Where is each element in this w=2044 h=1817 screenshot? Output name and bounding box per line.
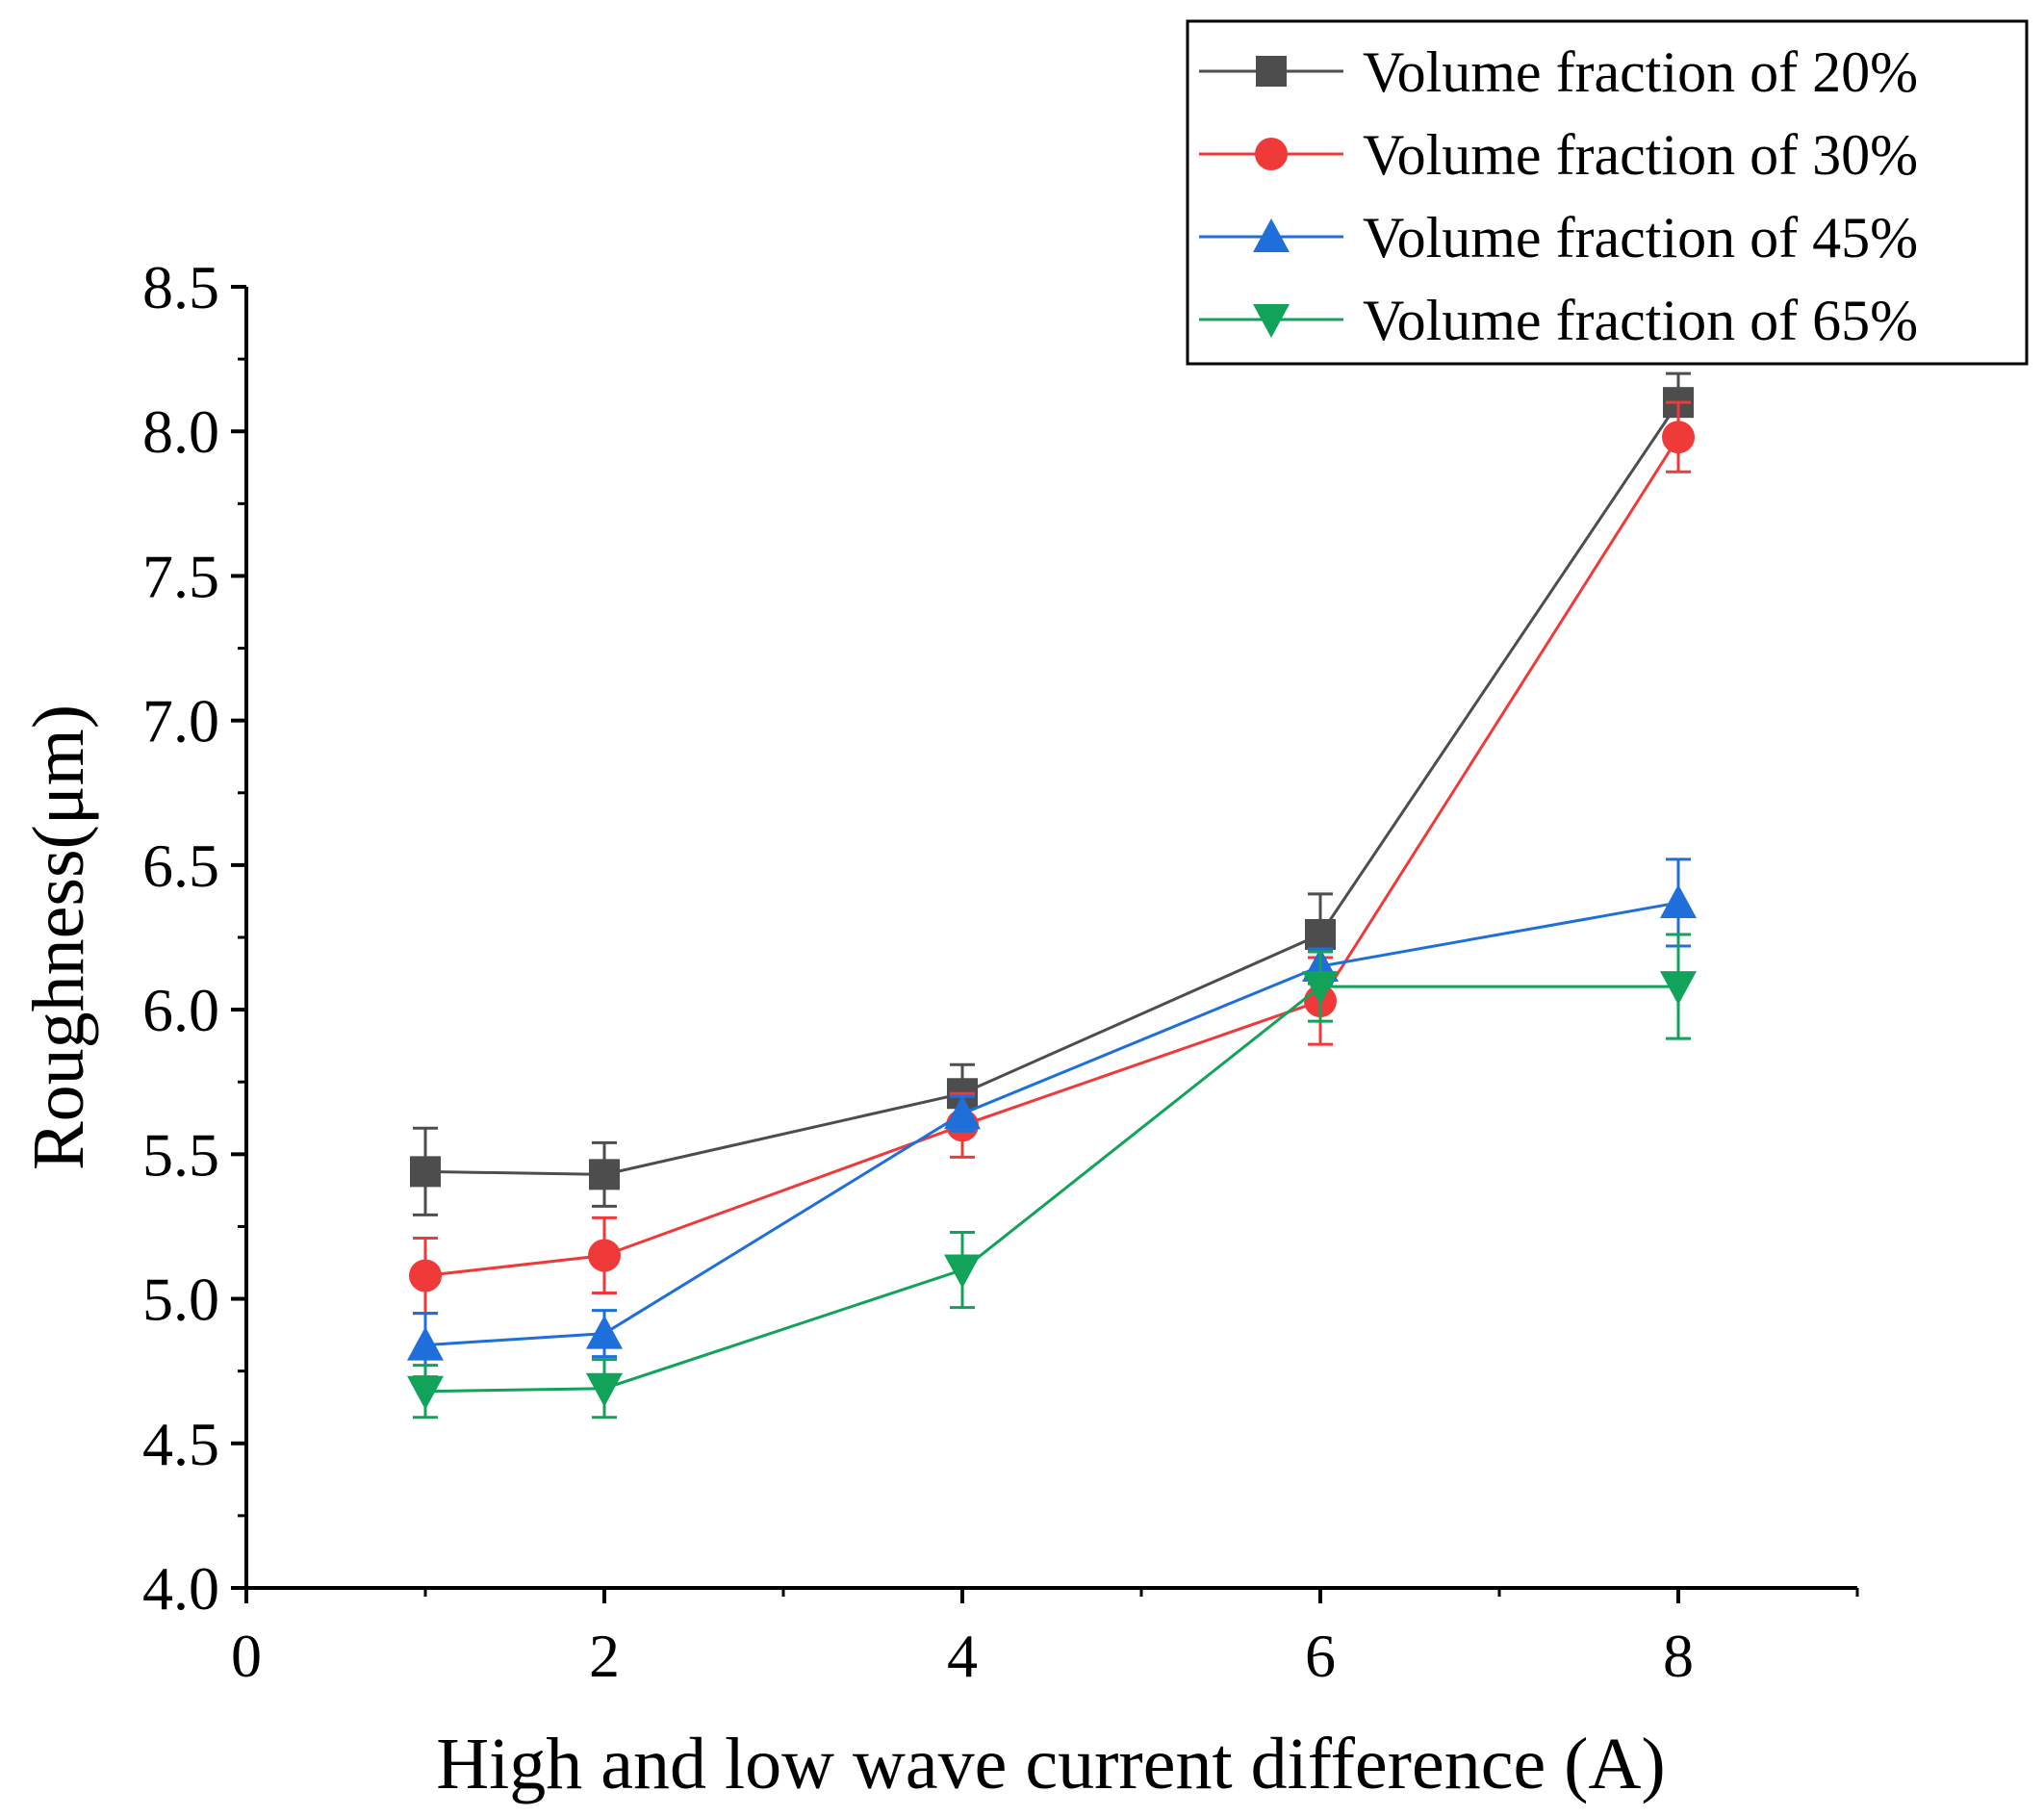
data-point <box>944 1254 981 1289</box>
series-volume-fraction-of-65 <box>407 933 1697 1420</box>
data-point <box>1302 971 1339 1006</box>
x-tick-label: 0 <box>231 1622 262 1690</box>
data-point <box>407 1375 444 1410</box>
series-line <box>424 401 1680 1176</box>
y-tick-label: 4.0 <box>142 1554 219 1623</box>
axes <box>244 287 1857 1590</box>
legend-item: Volume fraction of 45% <box>1199 206 1918 269</box>
x-tick-label: 4 <box>947 1622 978 1690</box>
y-tick-label: 5.5 <box>142 1120 219 1189</box>
data-point <box>410 1156 441 1188</box>
series-volume-fraction-of-20 <box>410 371 1694 1216</box>
legend-marker <box>1253 304 1290 338</box>
legend-marker <box>1253 218 1290 252</box>
y-ticks: 4.0 4.5 5.0 5.5 6.0 6.5 7.0 7.5 8.0 8.5 <box>142 253 246 1623</box>
y-tick-label: 5.0 <box>142 1266 219 1334</box>
legend-item: Volume fraction of 20% <box>1199 40 1918 104</box>
legend-item: Volume fraction of 30% <box>1199 123 1918 187</box>
y-tick-label: 7.0 <box>142 687 219 755</box>
legend-label: Volume fraction of 65% <box>1363 289 1918 352</box>
legend-marker <box>1256 56 1287 87</box>
legend-marker <box>1255 138 1288 170</box>
data-point <box>1662 421 1695 454</box>
series-volume-fraction-of-45 <box>407 857 1697 1379</box>
y-tick-label: 7.5 <box>142 542 219 610</box>
data-point <box>589 1159 620 1190</box>
series-layer <box>407 371 1697 1420</box>
y-tick-label: 8.0 <box>142 397 219 466</box>
series-line <box>424 901 1679 1347</box>
data-point <box>586 1315 623 1349</box>
y-tick-label: 8.5 <box>142 253 219 321</box>
data-point <box>1660 883 1697 918</box>
data-point <box>944 1095 981 1130</box>
x-tick-label: 6 <box>1305 1622 1336 1690</box>
y-tick-label: 4.5 <box>142 1410 219 1478</box>
y-tick-label: 6.5 <box>142 832 219 900</box>
data-point <box>409 1259 442 1292</box>
series-line <box>424 436 1680 1278</box>
y-tick-label: 6.0 <box>142 976 219 1044</box>
x-axis-title: High and low wave current difference (A) <box>436 1724 1665 1804</box>
legend: Volume fraction of 20% Volume fraction of… <box>1186 19 2029 366</box>
legend-label: Volume fraction of 20% <box>1363 40 1918 104</box>
legend-label: Volume fraction of 30% <box>1363 123 1918 187</box>
legend-label: Volume fraction of 45% <box>1363 206 1918 269</box>
data-point <box>588 1239 621 1272</box>
y-axis-title: Roughness(μm) <box>18 704 99 1170</box>
legend-item: Volume fraction of 65% <box>1199 289 1918 352</box>
x-tick-label: 2 <box>589 1622 620 1690</box>
data-point <box>1305 918 1336 950</box>
data-point <box>586 1372 623 1407</box>
data-point <box>1660 971 1697 1006</box>
legend-box <box>1186 19 2029 366</box>
x-tick-label: 8 <box>1663 1622 1694 1690</box>
x-ticks: 0 2 4 6 8 <box>231 1588 1859 1690</box>
data-point <box>407 1326 444 1361</box>
